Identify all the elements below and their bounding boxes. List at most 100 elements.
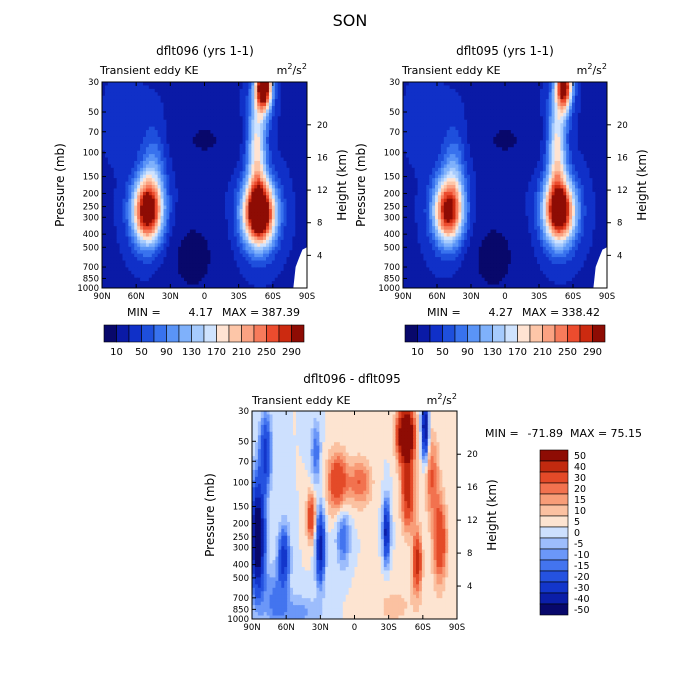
heatmap-cell bbox=[186, 281, 191, 286]
heatmap-cell bbox=[181, 133, 185, 138]
heatmap-cell bbox=[274, 164, 279, 169]
heatmap-cell bbox=[283, 267, 288, 272]
heatmap-cell bbox=[280, 215, 285, 220]
heatmap-cell bbox=[216, 174, 220, 179]
heatmap-cell bbox=[566, 82, 570, 87]
heatmap-cell bbox=[181, 150, 185, 155]
heatmap-cell bbox=[116, 260, 121, 265]
heatmap-cell bbox=[248, 147, 252, 152]
heatmap-cell bbox=[475, 99, 480, 104]
heatmap-cell bbox=[280, 143, 285, 148]
heatmap-cell bbox=[125, 209, 129, 214]
heatmap-cell bbox=[116, 185, 121, 190]
heatmap-cell bbox=[104, 95, 109, 100]
heatmap-cell bbox=[301, 140, 305, 145]
heatmap-cell bbox=[116, 88, 121, 93]
heatmap-cell bbox=[175, 229, 179, 234]
heatmap-cell bbox=[119, 133, 124, 138]
heatmap-cell bbox=[113, 243, 118, 248]
heatmap-cell bbox=[411, 88, 416, 93]
heatmap-cell bbox=[271, 174, 276, 179]
heatmap-cell bbox=[110, 136, 115, 141]
heatmap-cell bbox=[583, 106, 588, 111]
heatmap-cell bbox=[289, 136, 293, 141]
heatmap-cell bbox=[137, 229, 141, 234]
heatmap-cell bbox=[286, 257, 291, 262]
heatmap-cell bbox=[210, 215, 214, 220]
heatmap-cell bbox=[216, 212, 220, 217]
heatmap-cell bbox=[222, 119, 226, 124]
heatmap-cell bbox=[604, 82, 607, 87]
heatmap-cell bbox=[242, 277, 247, 282]
heatmap-cell bbox=[184, 82, 188, 87]
heatmap-cell bbox=[189, 123, 194, 128]
heatmap-cell bbox=[283, 99, 288, 104]
heatmap-cell bbox=[181, 195, 185, 200]
heatmap-cell bbox=[280, 92, 285, 97]
heatmap-cell bbox=[251, 277, 255, 282]
heatmap-cell bbox=[107, 171, 112, 176]
heatmap-cell bbox=[484, 95, 489, 100]
heatmap-cell bbox=[598, 82, 602, 87]
heatmap-cell bbox=[104, 157, 109, 162]
heatmap-cell bbox=[423, 112, 427, 117]
heatmap-cell bbox=[204, 167, 209, 172]
heatmap-cell bbox=[475, 88, 480, 93]
heatmap-cell bbox=[122, 143, 127, 148]
heatmap-cell bbox=[233, 229, 238, 234]
heatmap-cell bbox=[213, 277, 217, 282]
heatmap-cell bbox=[148, 147, 153, 152]
heatmap-cell bbox=[157, 99, 162, 104]
heatmap-cell bbox=[233, 167, 238, 172]
heatmap-cell bbox=[186, 178, 191, 183]
heatmap-cell bbox=[233, 212, 238, 217]
heatmap-cell bbox=[151, 253, 156, 258]
heatmap-cell bbox=[295, 174, 299, 179]
heatmap-cell bbox=[222, 102, 226, 107]
heatmap-cell bbox=[230, 88, 235, 93]
heatmap-cell bbox=[195, 171, 200, 176]
heatmap-cell bbox=[219, 185, 223, 190]
heatmap-cell bbox=[104, 106, 109, 111]
heatmap-cell bbox=[271, 191, 276, 196]
heatmap-cell bbox=[236, 222, 241, 227]
heatmap-cell bbox=[222, 253, 226, 258]
heatmap-cell bbox=[225, 178, 229, 183]
heatmap-cell bbox=[104, 185, 109, 190]
heatmap-cell bbox=[449, 88, 454, 93]
heatmap-cell bbox=[490, 88, 494, 93]
heatmap-cell bbox=[163, 257, 168, 262]
heatmap-cell bbox=[163, 174, 168, 179]
heatmap-cell bbox=[242, 191, 247, 196]
heatmap-cell bbox=[225, 233, 229, 238]
heatmap-cell bbox=[151, 191, 156, 196]
heatmap-cell bbox=[143, 212, 147, 217]
heatmap-cell bbox=[131, 198, 135, 203]
heatmap-cell bbox=[411, 85, 416, 90]
heatmap-cell bbox=[134, 150, 138, 155]
heatmap-cell bbox=[260, 147, 264, 152]
heatmap-cell bbox=[248, 133, 252, 138]
heatmap-cell bbox=[251, 274, 255, 279]
heatmap-cell bbox=[525, 95, 529, 100]
heatmap-cell bbox=[192, 136, 197, 141]
heatmap-cell bbox=[257, 112, 261, 117]
heatmap-cell bbox=[429, 112, 433, 117]
heatmap-cell bbox=[148, 157, 153, 162]
heatmap-cell bbox=[184, 92, 188, 97]
heatmap-cell bbox=[137, 260, 141, 265]
heatmap-cell bbox=[236, 229, 241, 234]
heatmap-cell bbox=[446, 102, 451, 107]
heatmap-cell bbox=[548, 106, 553, 111]
heatmap-cell bbox=[163, 143, 168, 148]
heatmap-cell bbox=[601, 85, 605, 90]
heatmap-cell bbox=[204, 150, 209, 155]
heatmap-cell bbox=[268, 195, 273, 200]
heatmap-cell bbox=[192, 102, 197, 107]
heatmap-cell bbox=[107, 239, 112, 244]
heatmap-cell bbox=[148, 126, 153, 131]
heatmap-cell bbox=[137, 188, 141, 193]
heatmap-cell bbox=[140, 246, 144, 251]
heatmap-cell bbox=[154, 205, 159, 210]
colorbar-swatch bbox=[103, 324, 117, 343]
